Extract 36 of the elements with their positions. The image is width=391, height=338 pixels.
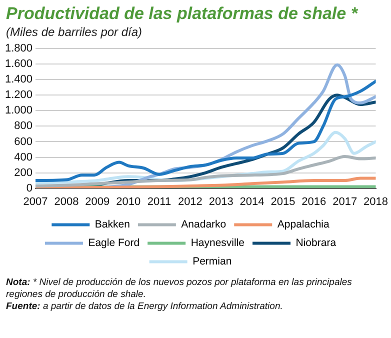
x-tick-label: 2008 <box>54 196 79 208</box>
legend-label: Niobrara <box>296 237 336 250</box>
legend-label: Haynesville <box>190 237 245 250</box>
source-note: Fuente: a partir de datos de la Energy Information Administration. <box>6 301 284 313</box>
y-tick-label: 600 <box>14 136 33 148</box>
y-tick-label: 400 <box>14 151 33 164</box>
line-series <box>36 176 376 188</box>
legend-label: Appalachia <box>277 218 330 231</box>
y-tick-label: 0 <box>26 182 33 194</box>
x-tick-label: 2014 <box>240 196 264 208</box>
y-tick-label: 1.000 <box>4 104 33 117</box>
x-tick-label: 2017 <box>332 196 358 208</box>
x-tick-label: 2011 <box>147 196 172 208</box>
x-tick-label: 2010 <box>116 196 141 208</box>
y-tick-label: 800 <box>14 120 33 132</box>
line-series <box>36 154 376 188</box>
legend-label: Anadarko <box>181 218 226 231</box>
x-tick-label: 2018 <box>364 196 388 208</box>
x-tick-label: 2016 <box>302 196 326 208</box>
x-tick-label: 2012 <box>178 196 202 208</box>
x-tick-label: 2015 <box>270 196 296 208</box>
chart-title: Productividad de las plataformas de shale * <box>5 3 359 24</box>
y-tick-label: 1.600 <box>4 58 33 70</box>
x-tick-label: 2009 <box>85 196 110 208</box>
legend-label: Permian <box>192 256 232 268</box>
line-series <box>36 80 376 182</box>
chart-subtitle: (Miles de barriles por día) <box>5 24 144 39</box>
y-tick-label: 200 <box>14 166 33 179</box>
y-tick-label: 1.200 <box>4 89 33 102</box>
y-tick-label: 1.400 <box>4 74 33 86</box>
y-tick-label: 1.800 <box>4 42 33 55</box>
legend-label: Bakken <box>94 218 130 231</box>
legend-label: Eagle Ford <box>88 237 140 250</box>
x-tick-label: 2013 <box>208 196 234 208</box>
text: Nota: * Nivel de producción de los nuevos pozos por plataforma en las principales regiones de producción de shale. <box>6 277 353 301</box>
x-tick-label: 2007 <box>23 196 48 208</box>
